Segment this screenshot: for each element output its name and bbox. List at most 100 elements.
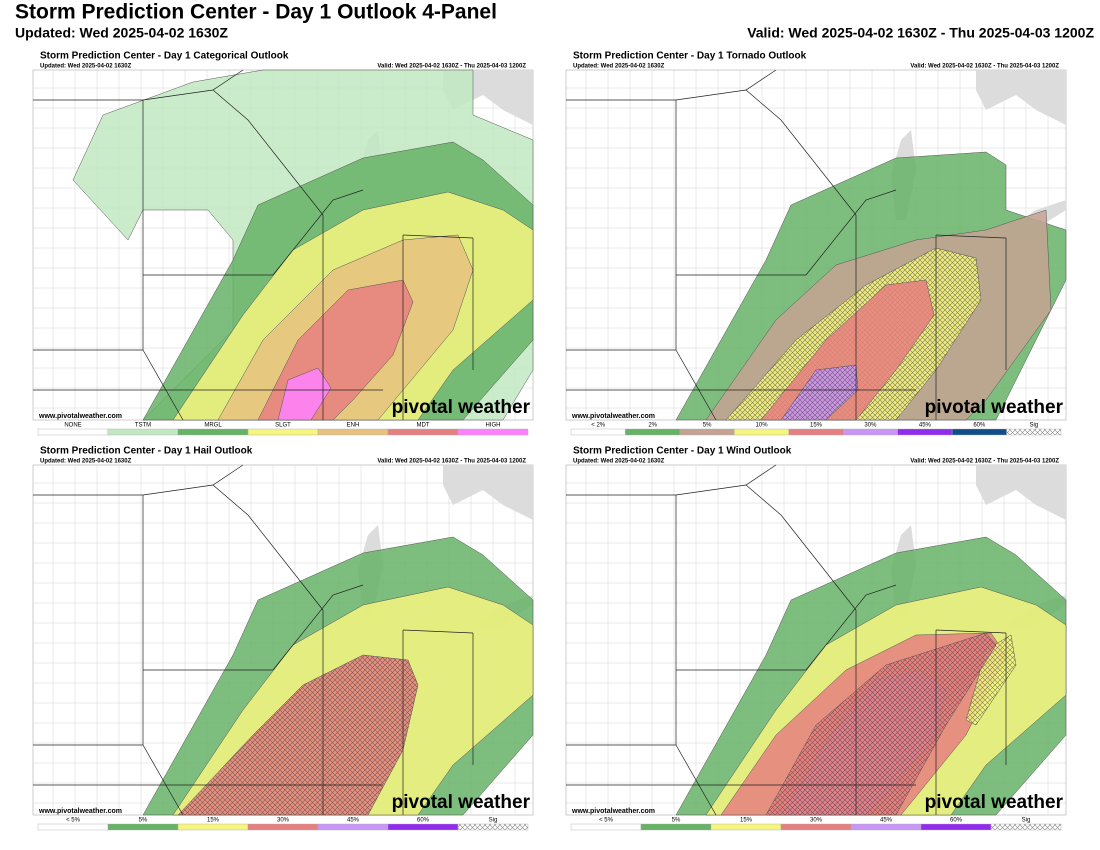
state-border [935, 234, 1007, 239]
legend-swatch [37, 428, 109, 436]
legend-swatch [317, 428, 389, 436]
legend-label: 5% [672, 818, 681, 824]
legend-label: Sig [489, 818, 498, 824]
state-border [745, 484, 857, 611]
state-border [272, 584, 364, 671]
state-border [33, 69, 244, 101]
significant-hatch [966, 635, 1016, 725]
legend-label: ENH [347, 423, 360, 429]
legend-label: 15% [810, 423, 823, 429]
legend-swatch [177, 823, 249, 831]
state-border [805, 189, 897, 276]
legend-label: 45% [880, 818, 893, 824]
legend-swatch [317, 823, 389, 831]
page-valid: Valid: Wed 2025-04-02 1630Z - Thu 2025-0… [747, 25, 1094, 41]
panel-valid: Valid: Wed 2025-04-02 1630Z - Thu 2025-0… [910, 64, 1059, 70]
legend-swatch [1006, 428, 1062, 436]
state-border [402, 234, 474, 239]
legend-swatch [247, 428, 319, 436]
legend-swatch [640, 823, 712, 831]
legend-swatch [679, 428, 735, 436]
state-border [675, 744, 717, 816]
state-border [935, 629, 1007, 634]
legend-label: 60% [417, 818, 430, 824]
legend-label: < 5% [66, 818, 81, 824]
page-updated: Updated: Wed 2025-04-02 1630Z [15, 25, 228, 41]
brand: pivotal weather [392, 792, 531, 813]
outlook-panel: Storm Prediction Center - Day 1 Tornado … [565, 51, 1067, 436]
brand: pivotal weather [392, 397, 531, 418]
panel-title: Storm Prediction Center - Day 1 Tornado … [573, 51, 807, 62]
panel-valid: Valid: Wed 2025-04-02 1630Z - Thu 2025-0… [910, 459, 1059, 465]
state-border [566, 464, 777, 496]
legend-label: 10% [756, 423, 769, 429]
legend-label: NONE [64, 423, 81, 429]
legend-label: 45% [347, 818, 360, 824]
outlook-panel: Storm Prediction Center - Day 1 Hail Out… [32, 446, 534, 831]
legend-label: 60% [950, 818, 963, 824]
brand: pivotal weather [925, 397, 1064, 418]
legend-swatch [850, 823, 922, 831]
brand: pivotal weather [925, 792, 1064, 813]
legend-label: 2% [648, 423, 657, 429]
legend-swatch [780, 823, 852, 831]
legend-swatch [897, 428, 953, 436]
state-border [675, 349, 717, 421]
state-border [566, 69, 777, 101]
panel-updated: Updated: Wed 2025-04-02 1630Z [40, 64, 132, 70]
legend-swatch [788, 428, 844, 436]
legend-swatch [734, 428, 789, 436]
significant-hatch [781, 365, 858, 420]
legend-label: Sig [1022, 818, 1031, 824]
legend-swatch [710, 823, 782, 831]
state-border [805, 584, 897, 671]
legend-swatch [920, 823, 992, 831]
significant-hatch [178, 655, 418, 815]
panel-valid: Valid: Wed 2025-04-02 1630Z - Thu 2025-0… [377, 459, 526, 465]
legend-label: 60% [973, 423, 986, 429]
legend-swatch [625, 428, 681, 436]
outlook-panel: Storm Prediction Center - Day 1 Wind Out… [565, 446, 1067, 831]
legend-label: < 2% [591, 423, 606, 429]
legend-label: Sig [1029, 423, 1038, 429]
legend-label: 15% [740, 818, 753, 824]
lake [976, 465, 1066, 520]
credit: www.pivotalweather.com [571, 808, 655, 815]
legend-label: MRGL [204, 423, 222, 429]
legend-swatch [951, 428, 1007, 436]
credit: www.pivotalweather.com [571, 413, 655, 420]
panel-title: Storm Prediction Center - Day 1 Wind Out… [573, 446, 792, 457]
legend-swatch [177, 428, 249, 436]
legend-swatch [247, 823, 319, 831]
legend-label: 30% [810, 818, 823, 824]
state-border [745, 89, 857, 216]
legend-label: HIGH [486, 423, 501, 429]
legend-label: TSTM [135, 423, 151, 429]
legend-swatch [457, 428, 529, 436]
panel-updated: Updated: Wed 2025-04-02 1630Z [40, 459, 132, 465]
state-border [402, 629, 474, 634]
state-border [142, 744, 184, 816]
credit: www.pivotalweather.com [38, 808, 122, 815]
panel-title: Storm Prediction Center - Day 1 Categori… [40, 51, 289, 62]
page-title: Storm Prediction Center - Day 1 Outlook … [15, 1, 497, 24]
legend-label: 5% [139, 818, 148, 824]
lake [976, 70, 1066, 125]
legend-label: 30% [277, 818, 290, 824]
legend-swatch [107, 428, 179, 436]
legend-swatch [387, 428, 459, 436]
state-border [212, 89, 324, 216]
legend-swatch [457, 823, 529, 831]
legend-label: 45% [919, 423, 932, 429]
legend-label: MDT [417, 423, 430, 429]
legend-label: 5% [703, 423, 712, 429]
outlook-panel: Storm Prediction Center - Day 1 Categori… [32, 51, 534, 436]
lake [443, 465, 533, 520]
legend-swatch [107, 823, 179, 831]
legend-label: < 5% [599, 818, 614, 824]
risk-area [760, 279, 935, 421]
legend-swatch [570, 823, 642, 831]
legend-swatch [990, 823, 1062, 831]
state-border [272, 189, 364, 276]
